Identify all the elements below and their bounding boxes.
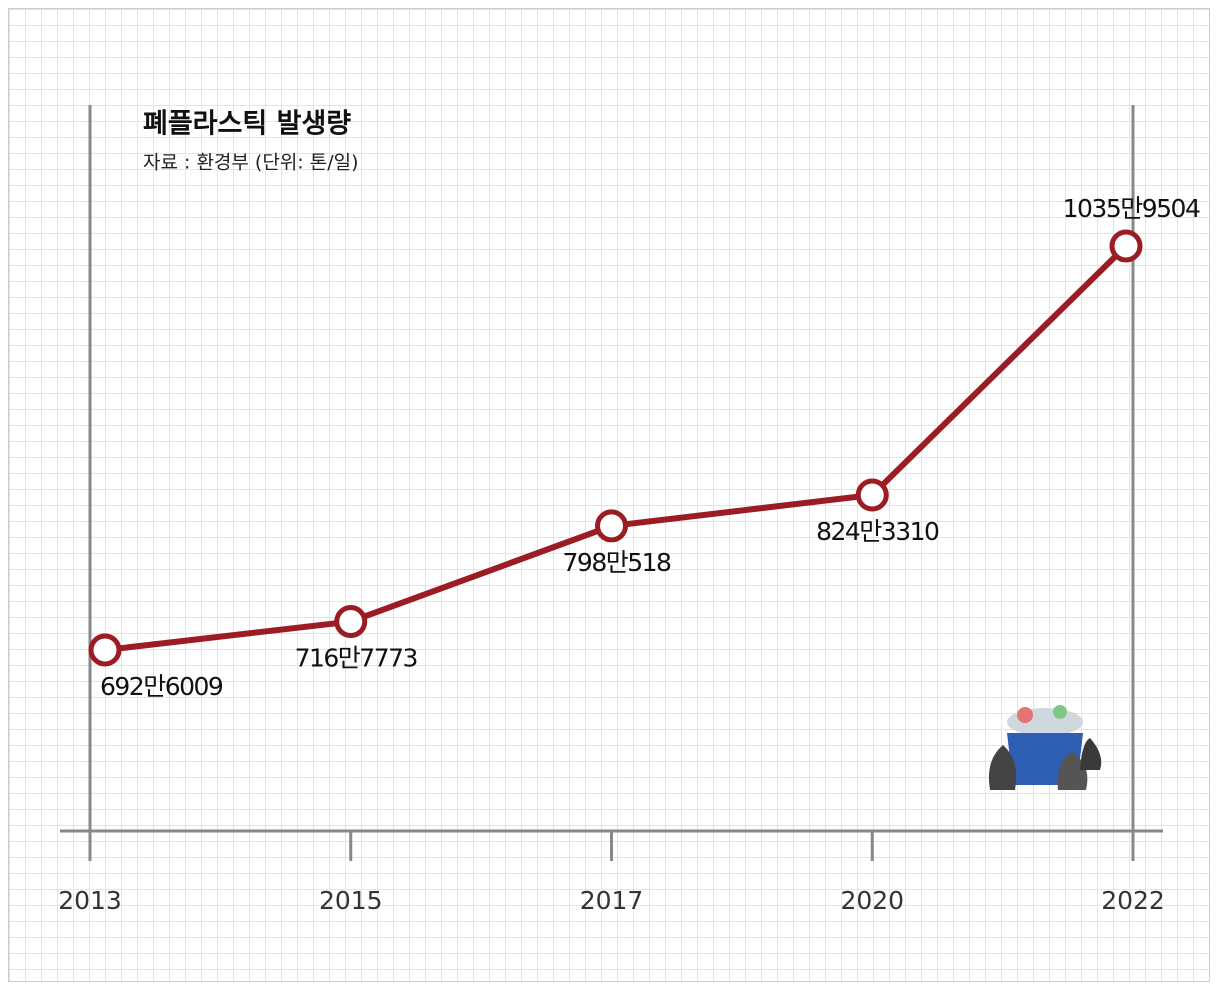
chart-title: 폐플라스틱 발생량 bbox=[143, 109, 351, 140]
chart-subtitle: 자료 : 환경부 (단위: 톤/일) bbox=[143, 152, 359, 174]
line-series bbox=[104, 243, 1129, 653]
x-tick-label: 2017 bbox=[580, 886, 644, 915]
point bbox=[88, 633, 122, 667]
trash-icon bbox=[988, 705, 1102, 790]
point bbox=[855, 478, 889, 512]
x-tick-label: 2020 bbox=[840, 886, 904, 915]
x-tick-label: 2022 bbox=[1101, 886, 1165, 915]
chart-background bbox=[8, 8, 1210, 982]
x-tick-label: 2013 bbox=[58, 886, 122, 915]
value-label: 692만6009 bbox=[100, 672, 223, 701]
value-label: 1035만9504 bbox=[1063, 194, 1200, 223]
point bbox=[1109, 229, 1143, 263]
value-label: 716만7773 bbox=[295, 644, 417, 673]
value-label: 798만518 bbox=[563, 548, 672, 577]
value-label: 824만3310 bbox=[816, 517, 939, 546]
point bbox=[334, 605, 368, 639]
x-tick-label: 2015 bbox=[319, 886, 383, 915]
point bbox=[595, 509, 628, 543]
